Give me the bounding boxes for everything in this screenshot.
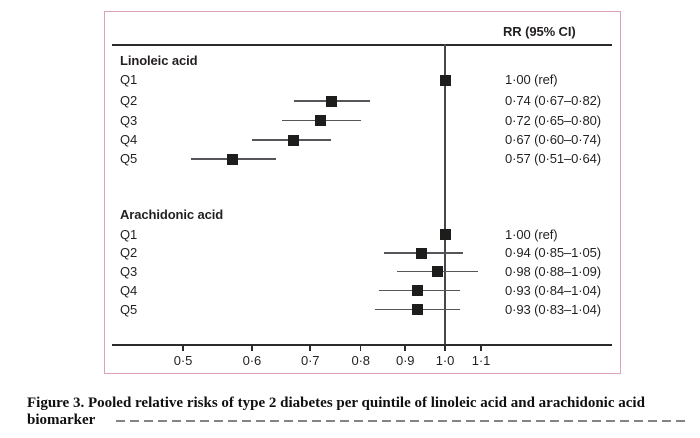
x-axis-tick: [404, 346, 406, 351]
rr-marker: [288, 134, 300, 146]
rr-marker: [439, 74, 451, 86]
quintile-label: Q4: [120, 282, 138, 298]
x-axis-tick: [480, 346, 482, 351]
x-axis-tick-label: 1·1: [471, 353, 491, 368]
quintile-label: Q5: [120, 151, 138, 166]
x-axis-tick-label: 0·9: [395, 353, 415, 368]
x-axis-tick: [444, 346, 446, 351]
header-separator-line: [112, 44, 612, 46]
rr-value: 1·00 (ref): [505, 72, 558, 87]
rr-value: 0·93 (0·84–1·04): [505, 282, 601, 298]
quintile-label: Q1: [120, 72, 138, 87]
rr-value: 0·94 (0·85–1·05): [505, 245, 601, 260]
x-axis-tick-label: 0·8: [351, 353, 370, 368]
x-axis-tick: [251, 346, 253, 351]
quintile-label: Q2: [120, 245, 138, 260]
x-axis-tick-label: 1·0: [435, 353, 455, 368]
rr-value: 0·74 (0·67–0·82): [505, 93, 601, 108]
x-axis-tick-label: 0·6: [242, 353, 262, 368]
quintile-label: Q3: [120, 263, 138, 279]
quintile-label: Q3: [120, 112, 138, 128]
rr-marker: [412, 304, 424, 315]
rr-value: 0·98 (0·88–1·09): [505, 263, 601, 279]
x-axis-tick: [359, 346, 362, 351]
group-label-0: Linoleic acid: [120, 53, 198, 68]
rr-value: 0·67 (0·60–0·74): [505, 132, 601, 147]
rr-value: 0·93 (0·83–1·04): [505, 301, 601, 317]
quintile-label: Q2: [120, 93, 138, 108]
x-axis-tick-label: 0·5: [173, 353, 193, 368]
x-axis-tick-label: 0·7: [300, 353, 320, 368]
cropped-text-artifact: [116, 420, 688, 422]
rr-marker: [325, 95, 337, 107]
group-label-1: Arachidonic acid: [120, 207, 224, 222]
figure-caption: Figure 3. Pooled relative risks of type …: [27, 395, 645, 429]
rr-marker: [412, 285, 424, 296]
rr-value: 0·57 (0·51–0·64): [505, 151, 601, 166]
rr-marker: [416, 247, 428, 259]
rr-value: 1·00 (ref): [505, 226, 558, 242]
rr-value: 0·72 (0·65–0·80): [505, 112, 601, 128]
rr-marker: [315, 115, 327, 126]
rr-marker: [439, 229, 451, 240]
rr-marker: [431, 266, 443, 277]
quintile-label: Q4: [120, 132, 138, 147]
x-axis-tick: [182, 346, 184, 351]
reference-line-rr-1: [444, 44, 446, 345]
rr-marker: [227, 153, 238, 165]
x-axis-tick: [309, 346, 311, 351]
rr-column-header: RR (95% CI): [503, 24, 576, 39]
forest-plot-area: RR (95% CI) Linoleic acid Q1 1·00 (ref) Q2 0…: [105, 12, 619, 372]
quintile-label: Q5: [120, 301, 138, 317]
quintile-label: Q1: [120, 226, 138, 242]
x-axis-line: [112, 344, 612, 346]
forest-plot-panel: RR (95% CI) Linoleic acid Q1 1·00 (ref) Q2 0…: [104, 11, 621, 374]
